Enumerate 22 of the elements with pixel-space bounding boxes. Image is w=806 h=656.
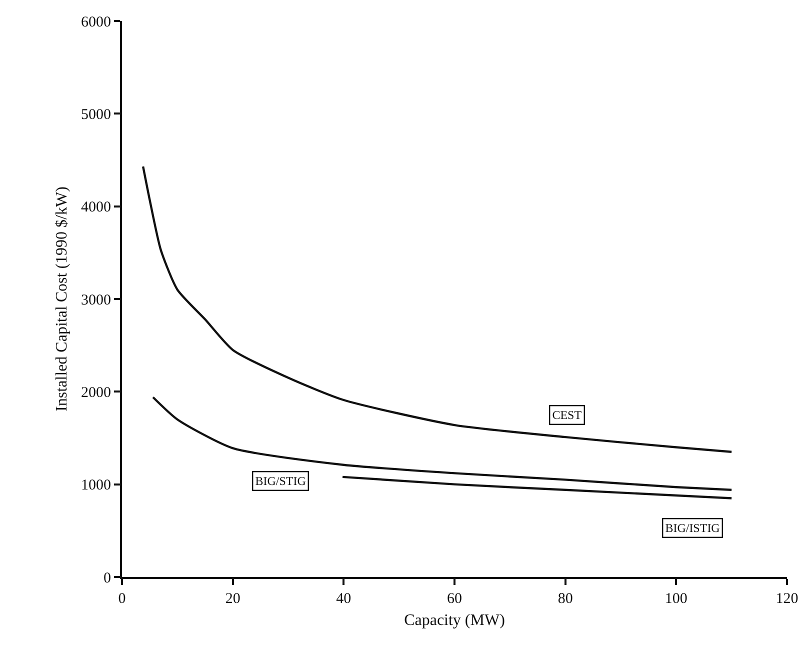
y-axis-title: Installed Capital Cost (1990 $/kW) [53, 186, 70, 412]
y-tick-label: 2000 [81, 384, 111, 401]
y-tick-label: 4000 [81, 200, 111, 216]
x-tick-label: 20 [225, 591, 240, 607]
series-label: BIG/ISTIG [665, 521, 720, 536]
line-series [152, 396, 733, 491]
line-series [142, 165, 733, 453]
x-tick-label: 0 [118, 591, 126, 607]
y-tick-label: 1000 [81, 478, 111, 494]
x-tick-label: 100 [664, 591, 688, 607]
x-axis-title: Capacity (MW) [404, 612, 505, 630]
y-tick-label: 5000 [81, 106, 111, 123]
x-tick-label: 40 [336, 591, 352, 607]
y-tick-label: 3000 [81, 292, 111, 308]
series-label: CEST [552, 408, 582, 422]
x-tick-label: 120 [776, 591, 798, 607]
series-label: BIG/STIG [255, 474, 306, 488]
x-tick-label: 80 [558, 591, 573, 607]
y-tick-label: 0 [104, 570, 111, 586]
x-tick-label: 60 [447, 591, 462, 607]
y-tick-label: 6000 [81, 14, 111, 30]
line-series [341, 476, 733, 500]
